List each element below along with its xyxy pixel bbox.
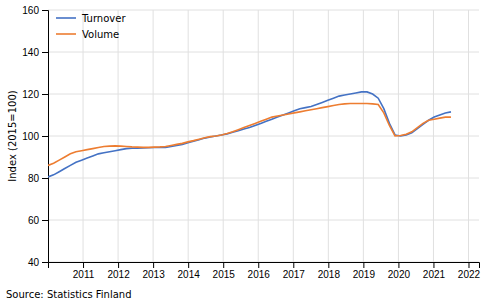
tick-label: 2011 (73, 269, 95, 280)
tick: 2022 (458, 262, 481, 280)
tick-mark (83, 262, 84, 268)
plot: 2011 2012 2013 2014 2015 2016 2017 2018 2019 2020… (22, 5, 480, 280)
tick-mark (42, 10, 48, 11)
legend-swatch (56, 17, 76, 19)
tick-mark (328, 262, 329, 268)
tick-mark (433, 262, 434, 268)
tick-label: 2015 (213, 269, 236, 280)
tick: 100 (22, 131, 48, 142)
tick-label: 80 (28, 173, 40, 184)
legend-item: Volume (56, 29, 119, 40)
tick: 80 (28, 173, 48, 184)
grid-line (48, 94, 479, 95)
tick: 2020 (388, 262, 411, 280)
tick-mark (363, 262, 364, 268)
tick-mark (398, 262, 399, 268)
grid-line (48, 178, 479, 179)
tick: 40 (28, 257, 48, 268)
x-axis: 2011 2012 2013 2014 2015 2016 2017 2018 2019 2020… (49, 262, 481, 280)
grid-line (118, 10, 119, 262)
tick: 2014 (178, 262, 201, 280)
tick: 2021 (423, 262, 446, 280)
grid-line (433, 10, 434, 262)
tick-mark (293, 262, 294, 268)
tick-label: 2019 (353, 269, 376, 280)
legend-swatch (56, 33, 76, 35)
axis-line (42, 11, 49, 263)
tick: 2013 (142, 262, 165, 280)
tick: 2016 (248, 262, 271, 280)
grid-line (48, 220, 479, 221)
tick-label: 120 (22, 89, 39, 100)
tick-label: 160 (22, 5, 39, 16)
chart: 2011 2012 2013 2014 2015 2016 2017 2018 2019 2020… (0, 0, 493, 304)
tick: 60 (28, 215, 48, 226)
grid-line (83, 10, 84, 262)
tick-label: 2020 (388, 269, 411, 280)
tick-label: 2016 (248, 269, 271, 280)
tick: 120 (22, 89, 48, 100)
legend-item: Turnover (56, 13, 126, 24)
tick-label: 40 (28, 257, 40, 268)
line (48, 92, 451, 177)
lines (48, 92, 451, 177)
tick-mark (42, 220, 48, 221)
axis-line (49, 263, 480, 269)
tick-mark (42, 136, 48, 137)
grid-line (293, 10, 294, 262)
grid-line (328, 10, 329, 262)
legend-label: Volume (82, 29, 119, 40)
tick-mark (258, 262, 259, 268)
tick: 160 (22, 5, 48, 16)
tick: 2011 (73, 262, 95, 280)
y-axis: 40 60 80 100 120 140 160 (22, 5, 48, 268)
tick-label: 140 (22, 47, 39, 58)
tick-label: 2013 (142, 269, 165, 280)
tick-label: 2021 (423, 269, 446, 280)
tick-mark (188, 262, 189, 268)
tick-mark (42, 178, 48, 179)
grid-line (258, 10, 259, 262)
grid-line (363, 10, 364, 262)
tick-label: 2014 (178, 269, 201, 280)
grid-line (153, 10, 154, 262)
tick-mark (42, 94, 48, 95)
grid-line (188, 10, 189, 262)
tick-label: 60 (28, 215, 40, 226)
tick-mark (223, 262, 224, 268)
tick-mark (468, 262, 469, 268)
tick-mark (118, 262, 119, 268)
tick: 2017 (283, 262, 306, 280)
legend-label: Turnover (81, 13, 126, 24)
tick-label: 2012 (107, 269, 130, 280)
grid-line (48, 52, 479, 53)
tick: 2012 (107, 262, 130, 280)
tick: 2019 (353, 262, 376, 280)
tick: 140 (22, 47, 48, 58)
tick-label: 100 (22, 131, 39, 142)
tick-label: 2022 (458, 269, 481, 280)
tick-mark (153, 262, 154, 268)
grid-line (48, 10, 479, 11)
line (48, 103, 451, 165)
tick-mark (42, 262, 48, 263)
annotation: Source: Statistics Finland (6, 289, 132, 300)
grid-line (48, 136, 479, 137)
tick: 2018 (318, 262, 341, 280)
tick-label: 2018 (318, 269, 341, 280)
grid (48, 10, 479, 262)
grid-line (223, 10, 224, 262)
tick-mark (42, 52, 48, 53)
tick: 2015 (213, 262, 236, 280)
y-axis-title: Index (2015=100) (7, 90, 18, 182)
tick-label: 2017 (283, 269, 306, 280)
legend: Turnover Volume (56, 13, 126, 40)
grid-line (468, 10, 469, 262)
